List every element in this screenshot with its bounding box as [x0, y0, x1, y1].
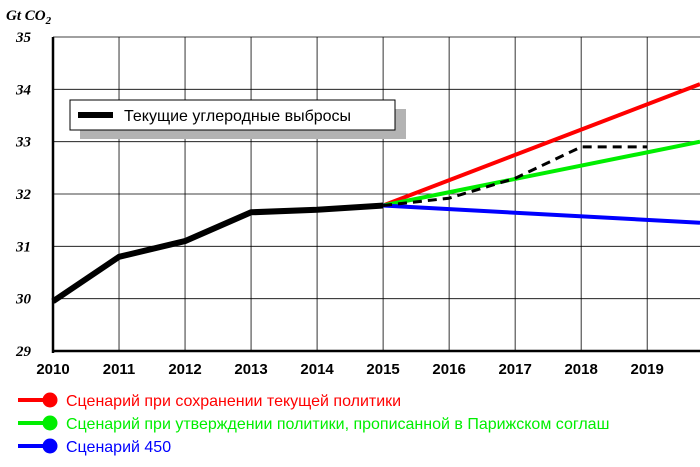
x-tick-label: 2013	[234, 361, 267, 378]
legend-label: Сценарий при утверждении политики, пропи…	[66, 416, 609, 433]
axes	[51, 37, 700, 353]
y-tick-label: 31	[15, 239, 31, 255]
x-tick-label: 2010	[36, 361, 69, 378]
inner-legend-box	[69, 99, 396, 131]
series-line-4	[382, 145, 648, 207]
series-line-3	[382, 203, 700, 225]
x-tick-label: 2017	[498, 361, 531, 378]
y-tick-label: 29	[15, 344, 32, 360]
y-tick-label: 33	[15, 135, 32, 151]
series-line-1	[382, 82, 700, 208]
y-tick-label: 35	[15, 30, 32, 46]
grid-lines	[53, 36, 700, 351]
y-tick-label: 30	[15, 292, 32, 308]
x-tick-label: 2014	[300, 361, 334, 378]
tick-labels: 2010 2011 2012 2013 2014 2015 2016 2017 2018 2019…	[15, 30, 664, 378]
legend-swatch-dot	[42, 438, 58, 454]
unit-label: Gt CO2	[6, 8, 52, 27]
x-tick-label: 2019	[630, 361, 663, 378]
inner-legend-label: Текущие углеродные выбросы	[124, 108, 351, 125]
inner-legend: Текущие углеродные выбросы	[69, 99, 406, 139]
series-layer	[51, 82, 700, 304]
x-tick-label: 2012	[168, 361, 201, 378]
bottom-legend: Сценарий при сохранении текущей политики…	[18, 392, 609, 456]
x-tick-label: 2011	[103, 361, 136, 378]
legend-swatch-dot	[42, 415, 58, 431]
x-tick-label: 2016	[432, 361, 465, 378]
legend-label: Сценарий при сохранении текущей политики	[66, 393, 401, 410]
y-tick-label: 32	[15, 187, 32, 203]
series-line-0	[51, 202, 384, 304]
series-line-2	[382, 139, 700, 208]
legend-swatch-dot	[42, 392, 58, 408]
y-tick-label: 34	[15, 82, 32, 98]
x-tick-label: 2015	[366, 361, 399, 378]
legend-label: Сценарий 450	[66, 439, 171, 456]
x-tick-label: 2018	[564, 361, 597, 378]
